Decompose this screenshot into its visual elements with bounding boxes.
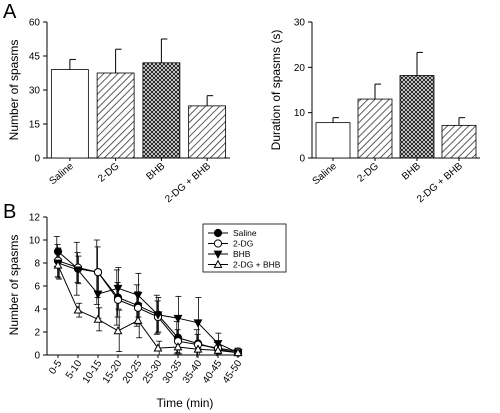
data-point (73, 266, 83, 275)
y-tick-label: 60 (29, 18, 41, 29)
legend-label: 2-DG (233, 239, 253, 249)
bar (96, 72, 135, 159)
x-axis-label: Time (min) (157, 396, 214, 410)
y-tick-label: 0 (34, 154, 40, 165)
data-point (173, 314, 183, 324)
y-tick-label: 10 (29, 236, 41, 247)
x-tick-label: BHB (144, 161, 167, 183)
y-axis-label: Duration of spasms (s) (269, 30, 283, 151)
x-tick-label: 2-DG + BHB (415, 161, 465, 206)
x-tick-label: 25-30 (141, 358, 165, 386)
legend-label: 2-DG + BHB (233, 260, 281, 270)
y-tick-label: 45 (29, 52, 41, 63)
y-axis-label: Number of spasms (7, 40, 21, 141)
x-tick-label: 35-40 (181, 358, 205, 386)
legend-marker (213, 250, 223, 259)
y-tick-label: 8 (34, 259, 40, 270)
bar (399, 75, 435, 159)
x-tick-label: 40-45 (201, 358, 225, 386)
panel-letter-b: B (3, 201, 16, 223)
x-tick-label: 20-25 (121, 358, 145, 386)
x-tick-label: 30-35 (161, 358, 185, 386)
x-tick-label: 2-DG (356, 161, 382, 185)
legend-marker (213, 239, 223, 248)
y-tick-label: 12 (29, 213, 41, 224)
data-point (213, 345, 223, 354)
bar (142, 62, 181, 159)
x-tick-label: Saline (311, 161, 340, 188)
y-tick-label: 2 (34, 328, 40, 339)
data-point (153, 311, 163, 320)
y-tick-label: 30 (294, 18, 306, 29)
x-tick-label: 2-DG + BHB (163, 161, 213, 206)
y-tick-label: 0 (299, 154, 305, 165)
series-line (57, 260, 239, 353)
y-tick-label: 15 (29, 120, 41, 131)
y-tick-label: 10 (294, 108, 306, 119)
x-tick-label: 2-DG (96, 161, 122, 185)
data-point (233, 347, 243, 357)
x-tick-label: BHB (400, 161, 423, 183)
spasms-over-time-line-chart: Number of spasms Time (min) 0 2 4 6 8 10 12 0-5… (7, 213, 287, 410)
spasm-count-bar-chart: Number of spasms 0 15 30 45 60 Saline 2-DG BHB2… (7, 18, 230, 206)
data-point (213, 340, 223, 349)
data-point (113, 295, 123, 304)
data-point (113, 284, 123, 294)
legend-label: BHB (233, 249, 251, 259)
data-point (93, 268, 103, 277)
y-axis-label: Number of spasms (7, 235, 21, 336)
y-tick-label: 4 (34, 305, 40, 316)
data-point (173, 342, 183, 351)
series-line (57, 262, 239, 354)
x-tick-label: 10-15 (81, 358, 105, 386)
legend-label: Saline (233, 228, 257, 238)
data-point (93, 290, 103, 299)
spasm-duration-bar-chart: Duration of spasms (s) 0 10 20 30 Saline 2-DG… (269, 18, 480, 206)
data-point (113, 326, 123, 335)
x-tick-label: Saline (47, 161, 76, 188)
y-tick-label: 6 (34, 282, 40, 293)
y-tick-label: 20 (294, 63, 306, 74)
legend-marker (213, 228, 223, 238)
panel-letter-a: A (3, 1, 17, 23)
x-tick-label: 15-20 (101, 358, 125, 386)
bar (441, 124, 477, 159)
bar (315, 122, 351, 159)
data-point (53, 247, 63, 256)
data-point (133, 291, 143, 301)
data-point (193, 344, 203, 353)
data-point (53, 260, 63, 269)
data-point (133, 303, 143, 312)
data-point (93, 314, 103, 323)
bar (188, 105, 227, 159)
bar (357, 98, 393, 159)
legend-marker (213, 259, 223, 268)
x-tick-label: 0-5 (47, 358, 65, 377)
data-point (153, 343, 163, 352)
bar (50, 69, 89, 159)
data-point (193, 319, 203, 328)
y-tick-label: 0 (34, 351, 40, 362)
x-tick-label: 45-50 (221, 358, 245, 386)
data-point (73, 305, 83, 314)
data-point (133, 315, 143, 324)
y-tick-label: 30 (29, 86, 41, 97)
series-line (57, 265, 239, 354)
